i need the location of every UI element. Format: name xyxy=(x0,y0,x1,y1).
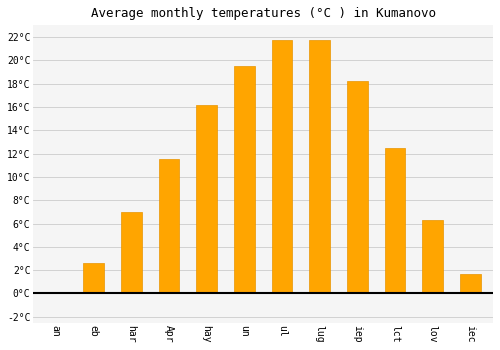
Bar xyxy=(196,105,217,294)
Bar xyxy=(310,41,330,294)
Bar xyxy=(422,220,443,294)
Bar xyxy=(347,81,368,294)
Title: Average monthly temperatures (°C ) in Kumanovo: Average monthly temperatures (°C ) in Ku… xyxy=(90,7,436,20)
Bar xyxy=(460,274,481,294)
Bar xyxy=(272,41,292,294)
Bar xyxy=(83,263,104,294)
Bar xyxy=(384,148,406,294)
Bar xyxy=(158,159,180,294)
Bar xyxy=(234,66,254,294)
Bar xyxy=(121,212,142,294)
